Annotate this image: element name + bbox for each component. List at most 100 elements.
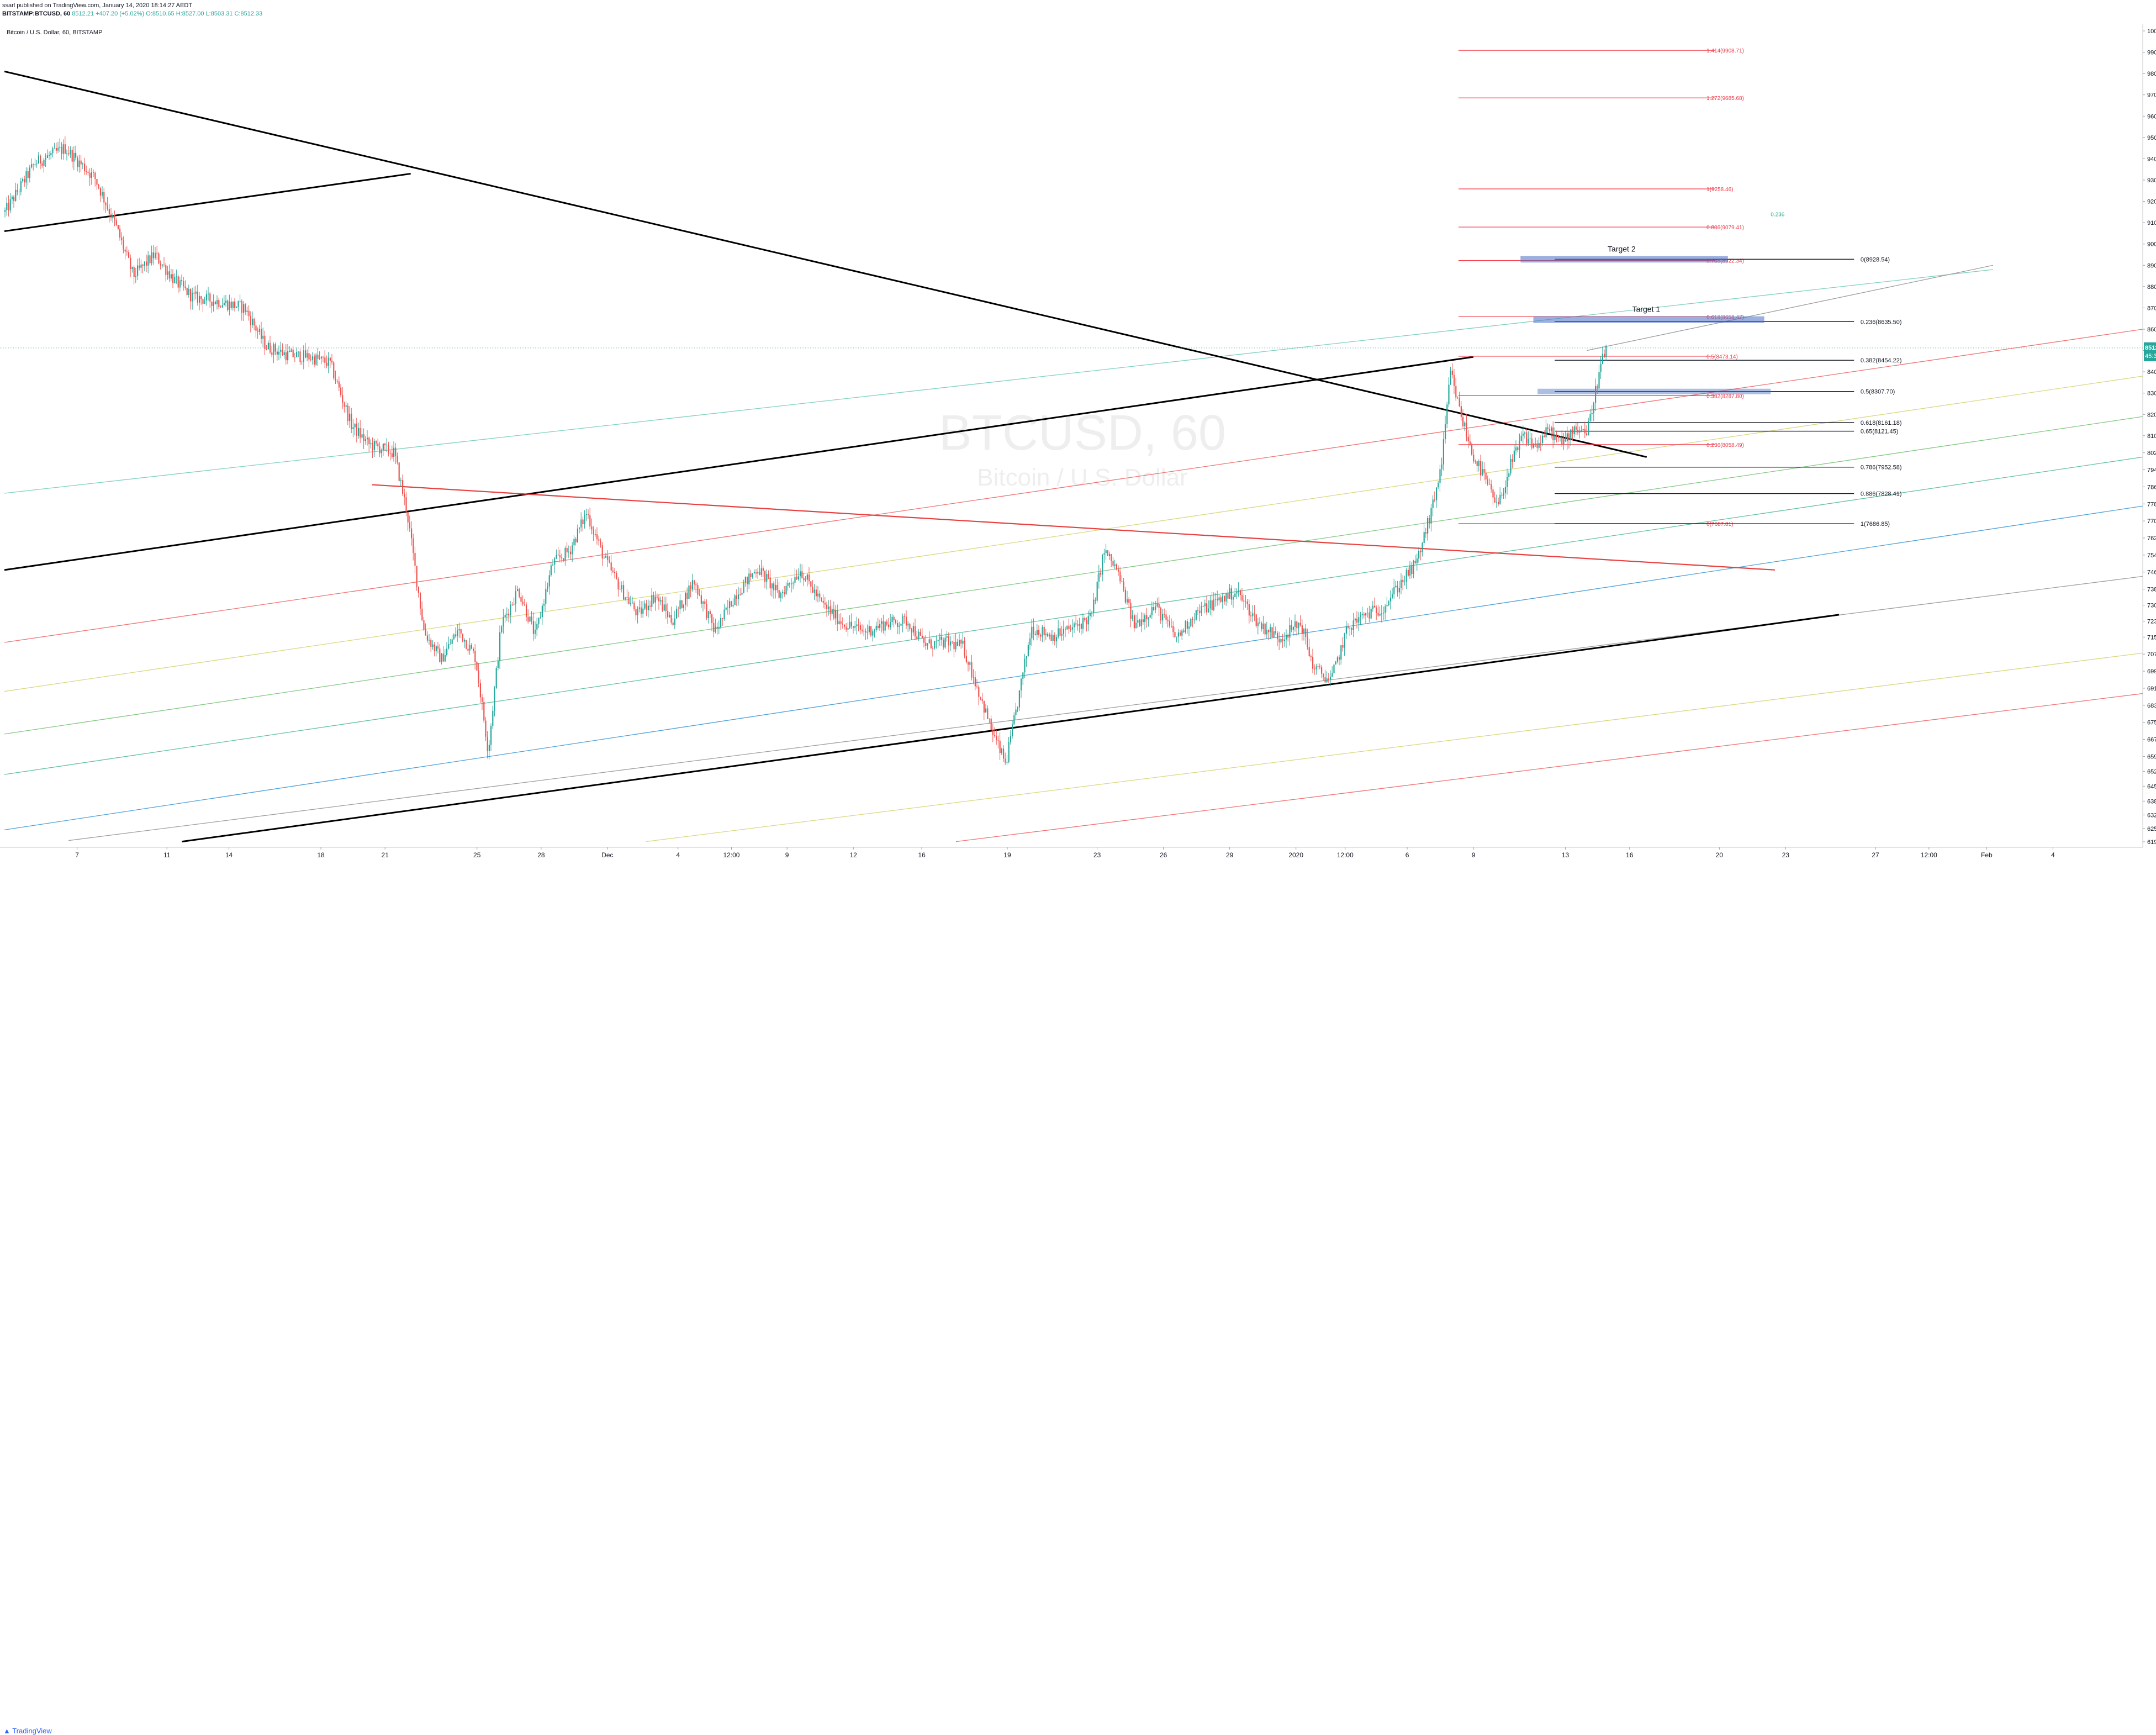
candle-body: [1201, 605, 1202, 613]
candle-body: [953, 641, 955, 650]
candle-body: [1167, 619, 1169, 621]
candle-body: [725, 607, 727, 610]
candle-body: [176, 276, 177, 277]
candle-body: [71, 150, 73, 162]
candle-body: [1021, 678, 1022, 691]
time-tick-label: 23: [1093, 851, 1101, 859]
candle-body: [918, 631, 920, 639]
candle-body: [849, 621, 850, 629]
price-tick-label: 8020.00: [2147, 450, 2156, 457]
candle-body: [1292, 626, 1294, 630]
candle-body: [110, 214, 112, 219]
time-tick-label: 25: [473, 851, 481, 859]
candle-body: [510, 604, 511, 616]
candle-body: [808, 574, 810, 582]
candle-body: [52, 148, 54, 153]
candle-body: [1124, 589, 1126, 603]
channel-line: [955, 693, 2143, 842]
candle-body: [1164, 614, 1165, 615]
candle-body: [965, 656, 967, 662]
candle-body: [1036, 630, 1038, 635]
tradingview-logo[interactable]: ▲ TradingView: [3, 1727, 52, 1735]
candle-body: [1556, 434, 1557, 436]
candle-body: [886, 621, 887, 625]
candle-body: [1065, 629, 1066, 630]
candle-body: [1098, 572, 1100, 582]
candle-body: [1043, 626, 1045, 636]
candle-body: [1172, 625, 1174, 632]
candle-body: [1520, 435, 1522, 441]
candle-body: [29, 167, 30, 178]
candle-body: [1547, 427, 1549, 429]
candle-body: [906, 616, 907, 626]
fib-extension-label: 1(9258.46): [1706, 187, 1733, 193]
candle-body: [637, 608, 638, 615]
candle-body: [1579, 430, 1581, 433]
trend-line: [4, 356, 1474, 571]
candle-body: [598, 539, 600, 541]
candle-body: [1442, 439, 1444, 465]
candle-body: [1275, 631, 1276, 633]
candle-body: [850, 621, 852, 627]
candle-body: [451, 639, 453, 644]
candle-body: [1158, 604, 1160, 608]
candle-body: [119, 229, 121, 238]
last-price: 8512.21: [72, 10, 94, 17]
candle-body: [594, 534, 596, 535]
candle-body: [398, 462, 400, 481]
candle-body: [1363, 614, 1365, 616]
candle-body: [93, 172, 94, 173]
candle-body: [810, 581, 812, 587]
fib-retracement-label: 0(8928.54): [1861, 256, 1890, 263]
candle-body: [1114, 564, 1116, 566]
candle-body: [1063, 629, 1064, 634]
candle-body: [1577, 429, 1579, 433]
candle-body: [1496, 502, 1497, 503]
fib-extension-label: 0.236(8058.49): [1706, 442, 1744, 449]
candle-body: [384, 444, 386, 446]
candle-body: [685, 592, 686, 605]
candle-body: [190, 289, 192, 302]
candle-body: [641, 607, 642, 614]
candle-body: [1372, 605, 1373, 609]
candle-body: [610, 562, 612, 571]
candle-body: [1277, 632, 1278, 639]
candle-body: [229, 302, 230, 310]
candle-body: [340, 387, 342, 395]
candle-body: [8, 203, 9, 210]
candle-body: [94, 172, 96, 179]
candle-body: [1538, 442, 1540, 448]
price-tick-label: 7155.00: [2147, 634, 2156, 641]
candle-body: [646, 603, 647, 610]
candle-body: [969, 662, 971, 665]
candle-body: [897, 623, 899, 627]
candle-body: [821, 597, 822, 601]
candle-body: [1602, 354, 1603, 364]
candle-body: [796, 577, 797, 579]
candle-body: [1393, 587, 1395, 594]
candle-body: [1211, 600, 1213, 610]
candle-body: [1177, 632, 1179, 637]
time-tick-label: 29: [1226, 851, 1234, 859]
candle-body: [782, 592, 784, 593]
time-tick-label: 14: [225, 851, 233, 859]
candle-body: [1494, 497, 1496, 503]
candle-body: [1339, 657, 1340, 660]
candle-body: [1340, 645, 1342, 660]
candle-body: [540, 617, 541, 618]
candle-body: [729, 601, 731, 608]
candle-body: [320, 356, 322, 358]
candle-body: [504, 615, 506, 618]
candle-body: [835, 610, 837, 619]
price-chart[interactable]: Bitcoin / U.S. Dollar, 60, BITSTAMP BTCU…: [0, 24, 2156, 861]
candle-body: [1598, 372, 1600, 389]
candle-body: [532, 621, 534, 634]
candle-body: [707, 611, 709, 619]
candle-body: [437, 646, 439, 649]
candle-body: [1017, 707, 1018, 710]
candle-body: [519, 589, 520, 597]
candle-body: [146, 261, 147, 266]
candle-body: [644, 603, 646, 609]
candles: [4, 136, 1607, 766]
candle-body: [828, 606, 829, 609]
